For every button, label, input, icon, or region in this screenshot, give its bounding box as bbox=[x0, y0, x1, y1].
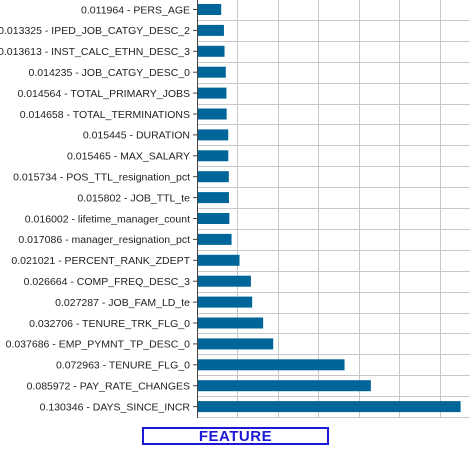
bar bbox=[197, 150, 229, 162]
bar bbox=[197, 317, 264, 329]
category-tick-label: 0.016002 - lifetime_manager_count bbox=[25, 213, 190, 225]
category-tick-label: 0.013613 - INST_CALC_ETHN_DESC_3 bbox=[0, 46, 190, 58]
tick-labels: 0.011964 - PERS_AGE 0.013325 - IPED_JOB_C… bbox=[0, 4, 197, 413]
category-tick-label: 0.032706 - TENURE_TRK_FLG_0 bbox=[29, 318, 190, 330]
bar bbox=[197, 254, 240, 266]
category-tick-label: 0.015465 - MAX_SALARY bbox=[67, 151, 190, 163]
bar bbox=[197, 233, 232, 245]
bar bbox=[197, 45, 225, 57]
category-tick-label: 0.026664 - COMP_FREQ_DESC_3 bbox=[24, 276, 190, 288]
bar bbox=[197, 296, 253, 308]
feature-header-box: FEATURE bbox=[142, 427, 329, 445]
grid bbox=[197, 0, 470, 418]
category-tick-label: 0.130346 - DAYS_SINCE_INCR bbox=[40, 401, 191, 413]
category-tick-label: 0.011964 - PERS_AGE bbox=[81, 4, 190, 16]
category-tick-label: 0.015445 - DURATION bbox=[83, 130, 190, 142]
category-tick-label: 0.037686 - EMP_PYMNT_TP_DESC_0 bbox=[6, 339, 191, 351]
bars bbox=[197, 4, 461, 413]
category-tick-label: 0.072963 - TENURE_FLG_0 bbox=[56, 360, 190, 372]
category-tick-label: 0.017086 - manager_resignation_pct bbox=[18, 234, 190, 246]
bar bbox=[197, 275, 251, 287]
bar bbox=[197, 213, 230, 224]
bar bbox=[197, 380, 371, 392]
category-tick-label: 0.085972 - PAY_RATE_CHANGES bbox=[27, 381, 190, 393]
bar bbox=[197, 192, 229, 204]
feature-importance-chart: 0.011964 - PERS_AGE 0.013325 - IPED_JOB_C… bbox=[0, 0, 470, 418]
bar bbox=[197, 66, 226, 78]
bar bbox=[197, 24, 224, 36]
bar bbox=[197, 108, 227, 120]
bar bbox=[197, 4, 222, 15]
category-tick-label: 0.013325 - IPED_JOB_CATGY_DESC_2 bbox=[0, 25, 190, 37]
category-tick-label: 0.014235 - JOB_CATGY_DESC_0 bbox=[29, 67, 191, 79]
bar bbox=[197, 359, 345, 371]
category-tick-label: 0.015734 - POS_TTL_resignation_pct bbox=[13, 172, 190, 184]
bar bbox=[197, 401, 461, 413]
category-tick-label: 0.015802 - JOB_TTL_te bbox=[77, 192, 190, 204]
bar bbox=[197, 171, 229, 183]
bar bbox=[197, 338, 274, 350]
category-tick-label: 0.014658 - TOTAL_TERMINATIONS bbox=[20, 109, 190, 121]
bar bbox=[197, 129, 229, 141]
category-tick-label: 0.021021 - PERCENT_RANK_ZDEPT bbox=[11, 255, 190, 267]
category-tick-label: 0.014564 - TOTAL_PRIMARY_JOBS bbox=[17, 88, 190, 100]
category-tick-label: 0.027287 - JOB_FAM_LD_te bbox=[55, 297, 190, 309]
feature-header-label: FEATURE bbox=[198, 427, 273, 445]
bar bbox=[197, 87, 227, 99]
